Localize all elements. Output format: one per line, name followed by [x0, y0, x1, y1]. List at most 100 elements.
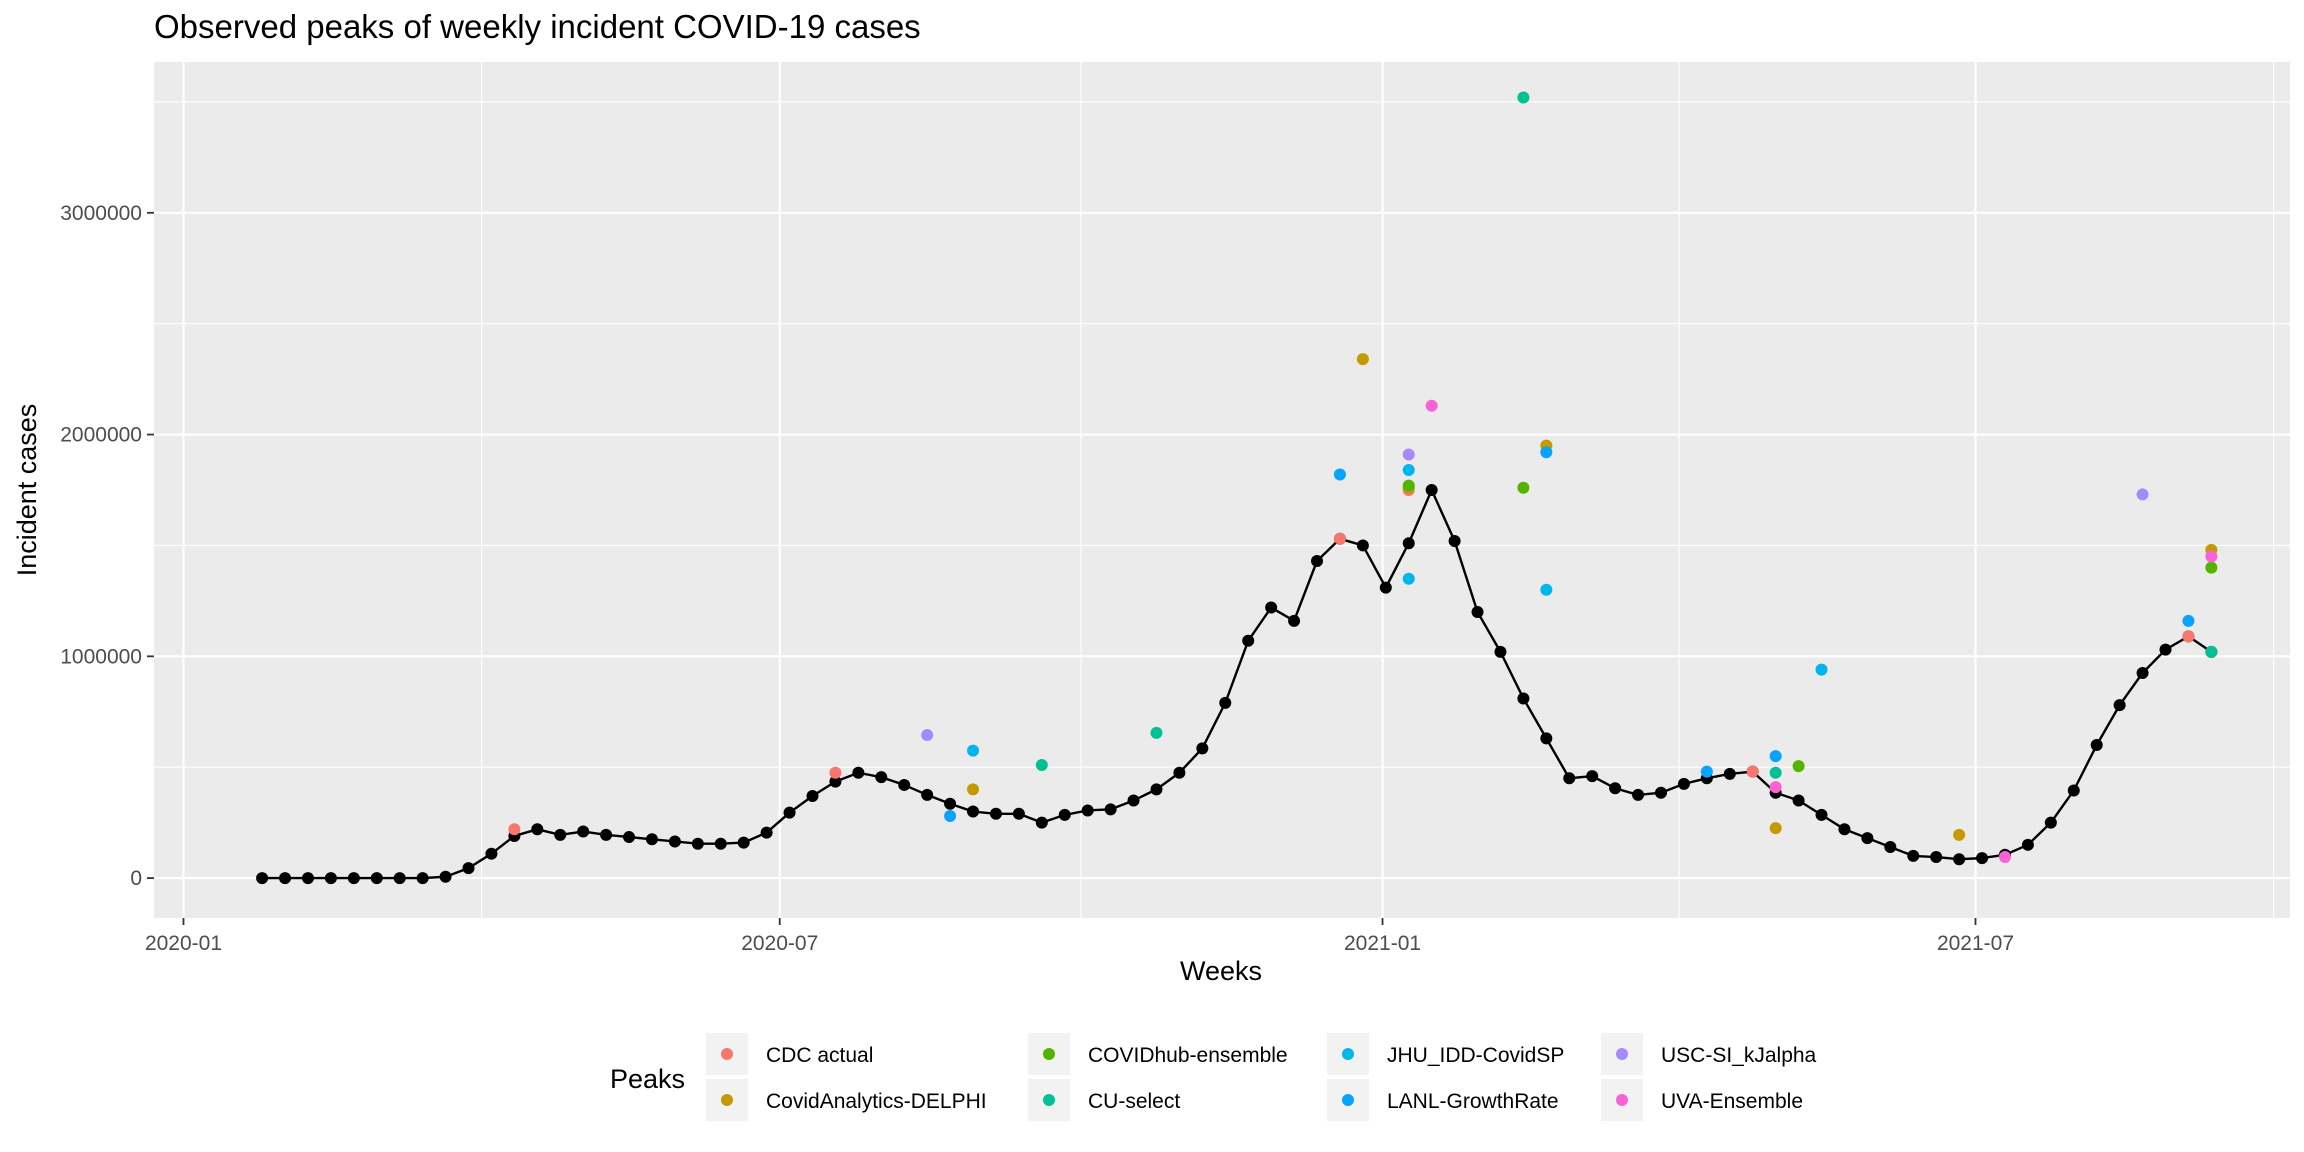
- x-axis-title: Weeks: [1180, 956, 1262, 986]
- observed-point: [1884, 841, 1897, 854]
- observed-point: [1677, 777, 1690, 790]
- legend-label: COVIDhub-ensemble: [1088, 1044, 1288, 1067]
- observed-point: [439, 870, 452, 883]
- observed-point: [1976, 852, 1989, 865]
- peak-point: [1333, 532, 1346, 545]
- observed-point: [1448, 535, 1461, 548]
- x-tick-label: 2020-07: [741, 932, 818, 955]
- observed-point: [783, 806, 796, 819]
- peak-point: [1792, 760, 1805, 773]
- peak-point: [2205, 561, 2218, 574]
- peak-point: [1746, 765, 1759, 778]
- observed-point: [485, 847, 498, 860]
- observed-point: [1654, 786, 1667, 799]
- observed-point: [301, 872, 314, 885]
- legend-label: USC-SI_kJalpha: [1661, 1044, 1817, 1067]
- peak-point: [1998, 851, 2011, 864]
- observed-point: [393, 872, 406, 885]
- peak-point: [1402, 448, 1415, 461]
- y-tick-label: 2000000: [60, 424, 142, 447]
- observed-point: [921, 788, 934, 801]
- observed-point: [760, 826, 773, 839]
- peak-point: [2136, 488, 2149, 501]
- legend-title: Peaks: [610, 1064, 685, 1094]
- peak-point: [1540, 446, 1553, 459]
- peak-point: [1769, 822, 1782, 835]
- observed-point: [1953, 853, 1966, 866]
- observed-point: [2067, 784, 2080, 797]
- peak-point: [2182, 614, 2195, 627]
- observed-point: [1379, 581, 1392, 594]
- observed-point: [370, 872, 383, 885]
- observed-point: [645, 833, 658, 846]
- peak-point: [944, 809, 957, 822]
- y-tick-label: 0: [130, 867, 142, 890]
- peak-point: [967, 783, 980, 796]
- observed-point: [2113, 699, 2126, 712]
- observed-point: [2044, 816, 2057, 829]
- chart-title: Observed peaks of weekly incident COVID-…: [154, 8, 921, 45]
- observed-point: [852, 766, 865, 779]
- peak-point: [508, 823, 521, 836]
- observed-point: [256, 872, 269, 885]
- observed-point: [1815, 808, 1828, 821]
- observed-point: [1402, 537, 1415, 550]
- observed-point: [737, 836, 750, 849]
- observed-point: [1356, 539, 1369, 552]
- peak-point: [1769, 781, 1782, 794]
- observed-point: [944, 797, 957, 810]
- peak-point: [967, 744, 980, 757]
- observed-point: [416, 872, 429, 885]
- observed-point: [1173, 766, 1186, 779]
- peak-point: [1700, 765, 1713, 778]
- observed-point: [1196, 742, 1209, 755]
- peak-point: [1540, 583, 1553, 596]
- observed-point: [1792, 794, 1805, 807]
- observed-point: [1861, 832, 1874, 845]
- legend: Peaks CDC actual CovidAnalytics-DELPHI COV…: [610, 1033, 1817, 1121]
- legend-swatch: [721, 1094, 733, 1106]
- observed-point: [1609, 782, 1622, 795]
- observed-point: [1517, 692, 1530, 705]
- peak-point: [1402, 572, 1415, 585]
- observed-point: [2136, 666, 2149, 679]
- observed-point: [898, 778, 911, 791]
- observed-point: [829, 775, 842, 788]
- y-tick-label: 3000000: [60, 202, 142, 225]
- peak-point: [829, 766, 842, 779]
- peak-point: [1402, 464, 1415, 477]
- x-axis: 2020-01 2020-07 2021-01 2021-07: [145, 918, 2014, 955]
- observed-point: [577, 825, 590, 838]
- peak-point: [2205, 645, 2218, 658]
- y-tick-label: 1000000: [60, 645, 142, 668]
- observed-point: [1012, 807, 1025, 820]
- peak-point: [1953, 828, 1966, 841]
- peak-point: [1769, 766, 1782, 779]
- legend-label: LANL-GrowthRate: [1387, 1090, 1559, 1113]
- observed-point: [1907, 849, 1920, 862]
- observed-point: [1219, 696, 1232, 709]
- observed-point: [1058, 808, 1071, 821]
- legend-label: JHU_IDD-CovidSP: [1387, 1044, 1564, 1067]
- peak-point: [1402, 479, 1415, 492]
- observed-point: [875, 771, 888, 784]
- observed-point: [600, 828, 613, 841]
- y-axis-title: Incident cases: [12, 404, 42, 577]
- observed-point: [806, 790, 819, 803]
- legend-label: CovidAnalytics-DELPHI: [766, 1090, 987, 1113]
- observed-point: [1632, 788, 1645, 801]
- observed-point: [279, 872, 292, 885]
- peak-point: [1356, 353, 1369, 366]
- observed-point: [1471, 605, 1484, 618]
- observed-point: [1494, 645, 1507, 658]
- legend-swatch: [721, 1048, 733, 1060]
- legend-swatch: [1342, 1048, 1354, 1060]
- legend-swatch: [1342, 1094, 1354, 1106]
- observed-point: [462, 862, 475, 875]
- observed-point: [554, 828, 567, 841]
- observed-point: [1035, 816, 1048, 829]
- observed-points: [256, 484, 2218, 885]
- observed-point: [531, 823, 544, 836]
- observed-point: [691, 837, 704, 850]
